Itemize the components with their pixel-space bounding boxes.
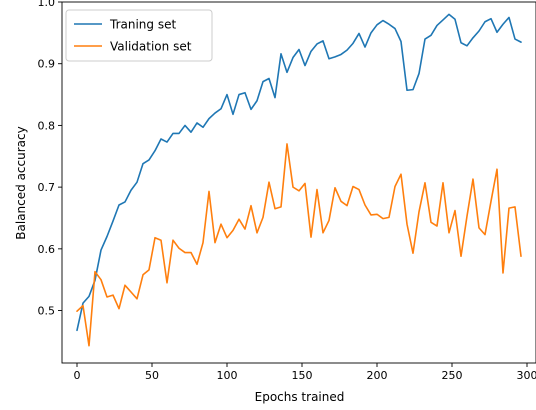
y-tick-label: 1.0 bbox=[38, 0, 56, 9]
y-tick-label: 0.5 bbox=[38, 305, 56, 318]
y-tick-label: 0.9 bbox=[38, 58, 56, 71]
y-axis-label: Balanced accuracy bbox=[14, 126, 28, 239]
legend-label-training: Traning set bbox=[109, 18, 176, 32]
legend-label-validation: Validation set bbox=[110, 40, 192, 54]
series-line-validation bbox=[77, 144, 521, 346]
x-tick-label: 300 bbox=[517, 369, 536, 382]
legend: Traning set Validation set bbox=[66, 10, 212, 61]
y-tick-label: 0.6 bbox=[38, 243, 56, 256]
x-axis-label: Epochs trained bbox=[255, 390, 345, 404]
y-tick-label: 0.7 bbox=[38, 181, 56, 194]
x-tick-label: 150 bbox=[292, 369, 313, 382]
x-tick-label: 250 bbox=[442, 369, 463, 382]
x-tick-label: 100 bbox=[217, 369, 238, 382]
plot-area bbox=[77, 14, 521, 345]
x-tick-label: 0 bbox=[74, 369, 81, 382]
y-tick-label: 0.8 bbox=[38, 119, 56, 132]
x-tick-label: 200 bbox=[367, 369, 388, 382]
series-line-training bbox=[77, 14, 521, 330]
x-tick-label: 50 bbox=[145, 369, 159, 382]
